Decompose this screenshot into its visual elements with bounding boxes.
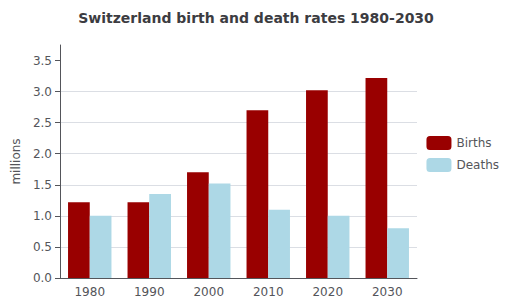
svg-text:2000: 2000 [193,285,224,299]
svg-text:1980: 1980 [74,285,105,299]
svg-text:1990: 1990 [134,285,165,299]
svg-text:2.0: 2.0 [33,147,52,161]
svg-text:millions: millions [9,138,23,184]
svg-text:2020: 2020 [312,285,343,299]
svg-text:2030: 2030 [372,285,403,299]
svg-text:3.0: 3.0 [33,85,52,99]
svg-text:0.5: 0.5 [33,240,52,254]
svg-text:Births: Births [456,136,491,150]
svg-text:0.0: 0.0 [33,271,52,285]
svg-text:1.0: 1.0 [33,209,52,223]
svg-text:3.5: 3.5 [33,54,52,68]
svg-text:1.5: 1.5 [33,178,52,192]
svg-text:2010: 2010 [253,285,284,299]
svg-text:Deaths: Deaths [456,158,499,172]
svg-text:2.5: 2.5 [33,116,52,130]
svg-text:Switzerland birth and death ra: Switzerland birth and death rates 1980-2… [78,10,434,26]
